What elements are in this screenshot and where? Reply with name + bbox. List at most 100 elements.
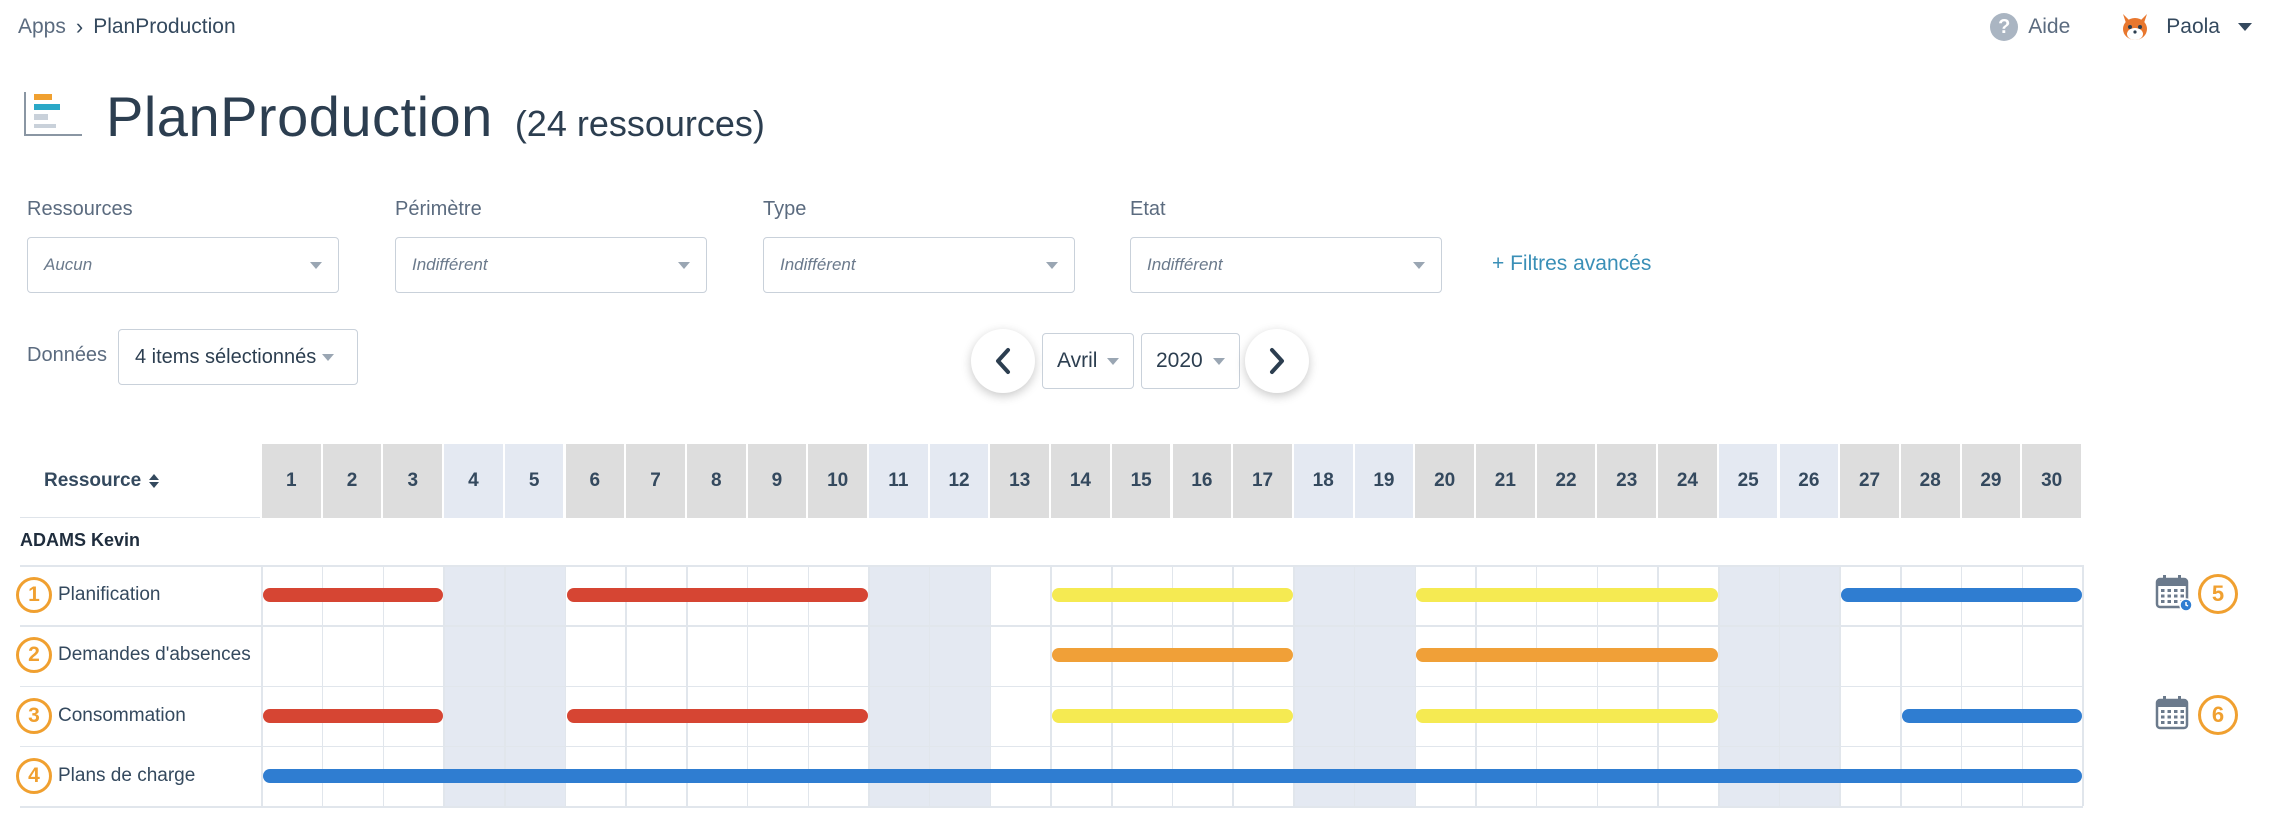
- grid-column-line: [1414, 565, 1417, 806]
- page-title: PlanProduction: [106, 85, 493, 148]
- calendar-clock-icon[interactable]: [2154, 573, 2194, 613]
- weekend-column: [1779, 565, 1841, 806]
- timeline-bar[interactable]: [1901, 708, 2082, 723]
- timeline-bar[interactable]: [1052, 588, 1293, 603]
- day-header-8: 8: [686, 444, 748, 518]
- grid-column-line: [625, 565, 627, 806]
- timeline-bar[interactable]: [263, 769, 2082, 784]
- next-month-button[interactable]: [1245, 329, 1309, 393]
- row-label-2[interactable]: 2 Demandes d'absences: [16, 635, 251, 675]
- day-header-25: 25: [1718, 444, 1780, 518]
- type-select[interactable]: Indifférent: [763, 237, 1075, 293]
- day-header-26: 26: [1779, 444, 1841, 518]
- filter-perimetre: Périmètre Indifférent: [395, 198, 707, 293]
- day-header-23: 23: [1597, 444, 1659, 518]
- row-label-1[interactable]: 1 Planification: [16, 575, 160, 615]
- grid-row-line: [20, 745, 2083, 748]
- day-header-10: 10: [808, 444, 869, 518]
- select-value: Indifférent: [412, 255, 488, 274]
- planning-app-icon: [24, 92, 82, 136]
- day-header-4: 4: [444, 444, 505, 518]
- dropdown-arrow-icon: [1046, 261, 1058, 269]
- breadcrumb: Apps › PlanProduction: [18, 14, 236, 40]
- page-header: PlanProduction (24 ressources): [24, 84, 765, 149]
- grid-column-line: [1293, 565, 1295, 806]
- grid-column-line: [1111, 565, 1113, 806]
- grid-column-line: [989, 565, 992, 806]
- grid-column-line: [1353, 565, 1356, 806]
- row-label-3[interactable]: 3 Consommation: [16, 696, 186, 736]
- day-header-2: 2: [322, 444, 384, 518]
- day-header-12: 12: [929, 444, 991, 518]
- timeline-bar[interactable]: [1416, 588, 1718, 603]
- timeline-bar[interactable]: [566, 588, 868, 603]
- callout-badge: 2: [16, 637, 52, 674]
- chevron-down-icon: [2238, 23, 2252, 31]
- year-value: 2020: [1156, 349, 1203, 372]
- timeline-bar[interactable]: [1416, 708, 1718, 723]
- donnees-label: Données: [27, 344, 108, 366]
- grid-column-line: [1171, 565, 1174, 806]
- breadcrumb-current: PlanProduction: [93, 15, 236, 38]
- month-value: Avril: [1057, 349, 1098, 372]
- resource-column-header[interactable]: Ressource: [20, 444, 260, 518]
- grid-column-line: [1778, 565, 1781, 806]
- year-select[interactable]: 2020: [1141, 333, 1240, 389]
- grid-column-line: [261, 565, 263, 806]
- day-header-9: 9: [747, 444, 809, 518]
- header-actions: ? Aide Paola: [1990, 10, 2252, 44]
- grid-row-line: [20, 565, 2083, 567]
- weekend-column: [1293, 565, 1355, 806]
- advanced-filters-link[interactable]: + Filtres avancés: [1492, 252, 1652, 275]
- month-select[interactable]: Avril: [1042, 333, 1135, 389]
- row-label-4[interactable]: 4 Plans de charge: [16, 756, 195, 796]
- timeline-bar[interactable]: [1052, 648, 1293, 663]
- filter-etat: Etat Indifférent: [1130, 198, 1442, 293]
- row-label-text: Planification: [58, 584, 161, 606]
- grid-column-line: [1535, 565, 1538, 806]
- grid-column-line: [807, 565, 810, 806]
- timeline-bar[interactable]: [1841, 588, 2082, 603]
- filter-type: Type Indifférent: [763, 198, 1075, 293]
- grid-column-line: [1900, 565, 1902, 806]
- callout-badge: 4: [16, 758, 52, 795]
- timeline-bar[interactable]: [566, 708, 868, 723]
- filter-ressources: Ressources Aucun: [27, 198, 339, 293]
- weekend-column: [1354, 565, 1416, 806]
- help-icon: ?: [1990, 13, 2019, 41]
- grid-row-line: [20, 685, 2083, 688]
- callout-badge: 1: [16, 577, 52, 614]
- timeline-bar[interactable]: [1416, 648, 1718, 663]
- perimetre-select[interactable]: Indifférent: [395, 237, 707, 293]
- weekend-column: [444, 565, 505, 806]
- grid-column-line: [1657, 565, 1659, 806]
- help-label: Aide: [2028, 15, 2071, 38]
- day-header-11: 11: [869, 444, 930, 518]
- timeline-bar[interactable]: [1052, 708, 1293, 723]
- dropdown-arrow-icon: [322, 353, 335, 361]
- chevron-right-icon: [1270, 348, 1284, 374]
- breadcrumb-apps-link[interactable]: Apps: [18, 15, 66, 38]
- donnees-select[interactable]: 4 items sélectionnés: [118, 329, 358, 385]
- grid-column-line: [1839, 565, 1841, 806]
- user-menu[interactable]: Paola: [2118, 10, 2252, 44]
- calendar-icon[interactable]: [2154, 694, 2194, 734]
- help-link[interactable]: ? Aide: [1990, 13, 2070, 41]
- row-label-text: Plans de charge: [58, 765, 196, 787]
- timeline-bar[interactable]: [263, 708, 444, 723]
- dropdown-arrow-icon: [1413, 261, 1425, 269]
- chevron-left-icon: [996, 348, 1010, 374]
- timeline-bar[interactable]: [263, 588, 444, 603]
- grid-column-line: [686, 565, 688, 806]
- callout-badge: 5: [2198, 574, 2238, 615]
- etat-select[interactable]: Indifférent: [1130, 237, 1442, 293]
- callout-badge: 3: [16, 697, 52, 734]
- day-header-27: 27: [1840, 444, 1901, 518]
- chevron-right-icon: ›: [75, 14, 84, 39]
- ressources-select[interactable]: Aucun: [27, 237, 339, 293]
- grid-column-line: [1475, 565, 1477, 806]
- grid-column-line: [443, 565, 445, 806]
- previous-month-button[interactable]: [971, 329, 1035, 393]
- resource-count: (24 ressources): [514, 103, 765, 144]
- day-header-29: 29: [1961, 444, 2023, 518]
